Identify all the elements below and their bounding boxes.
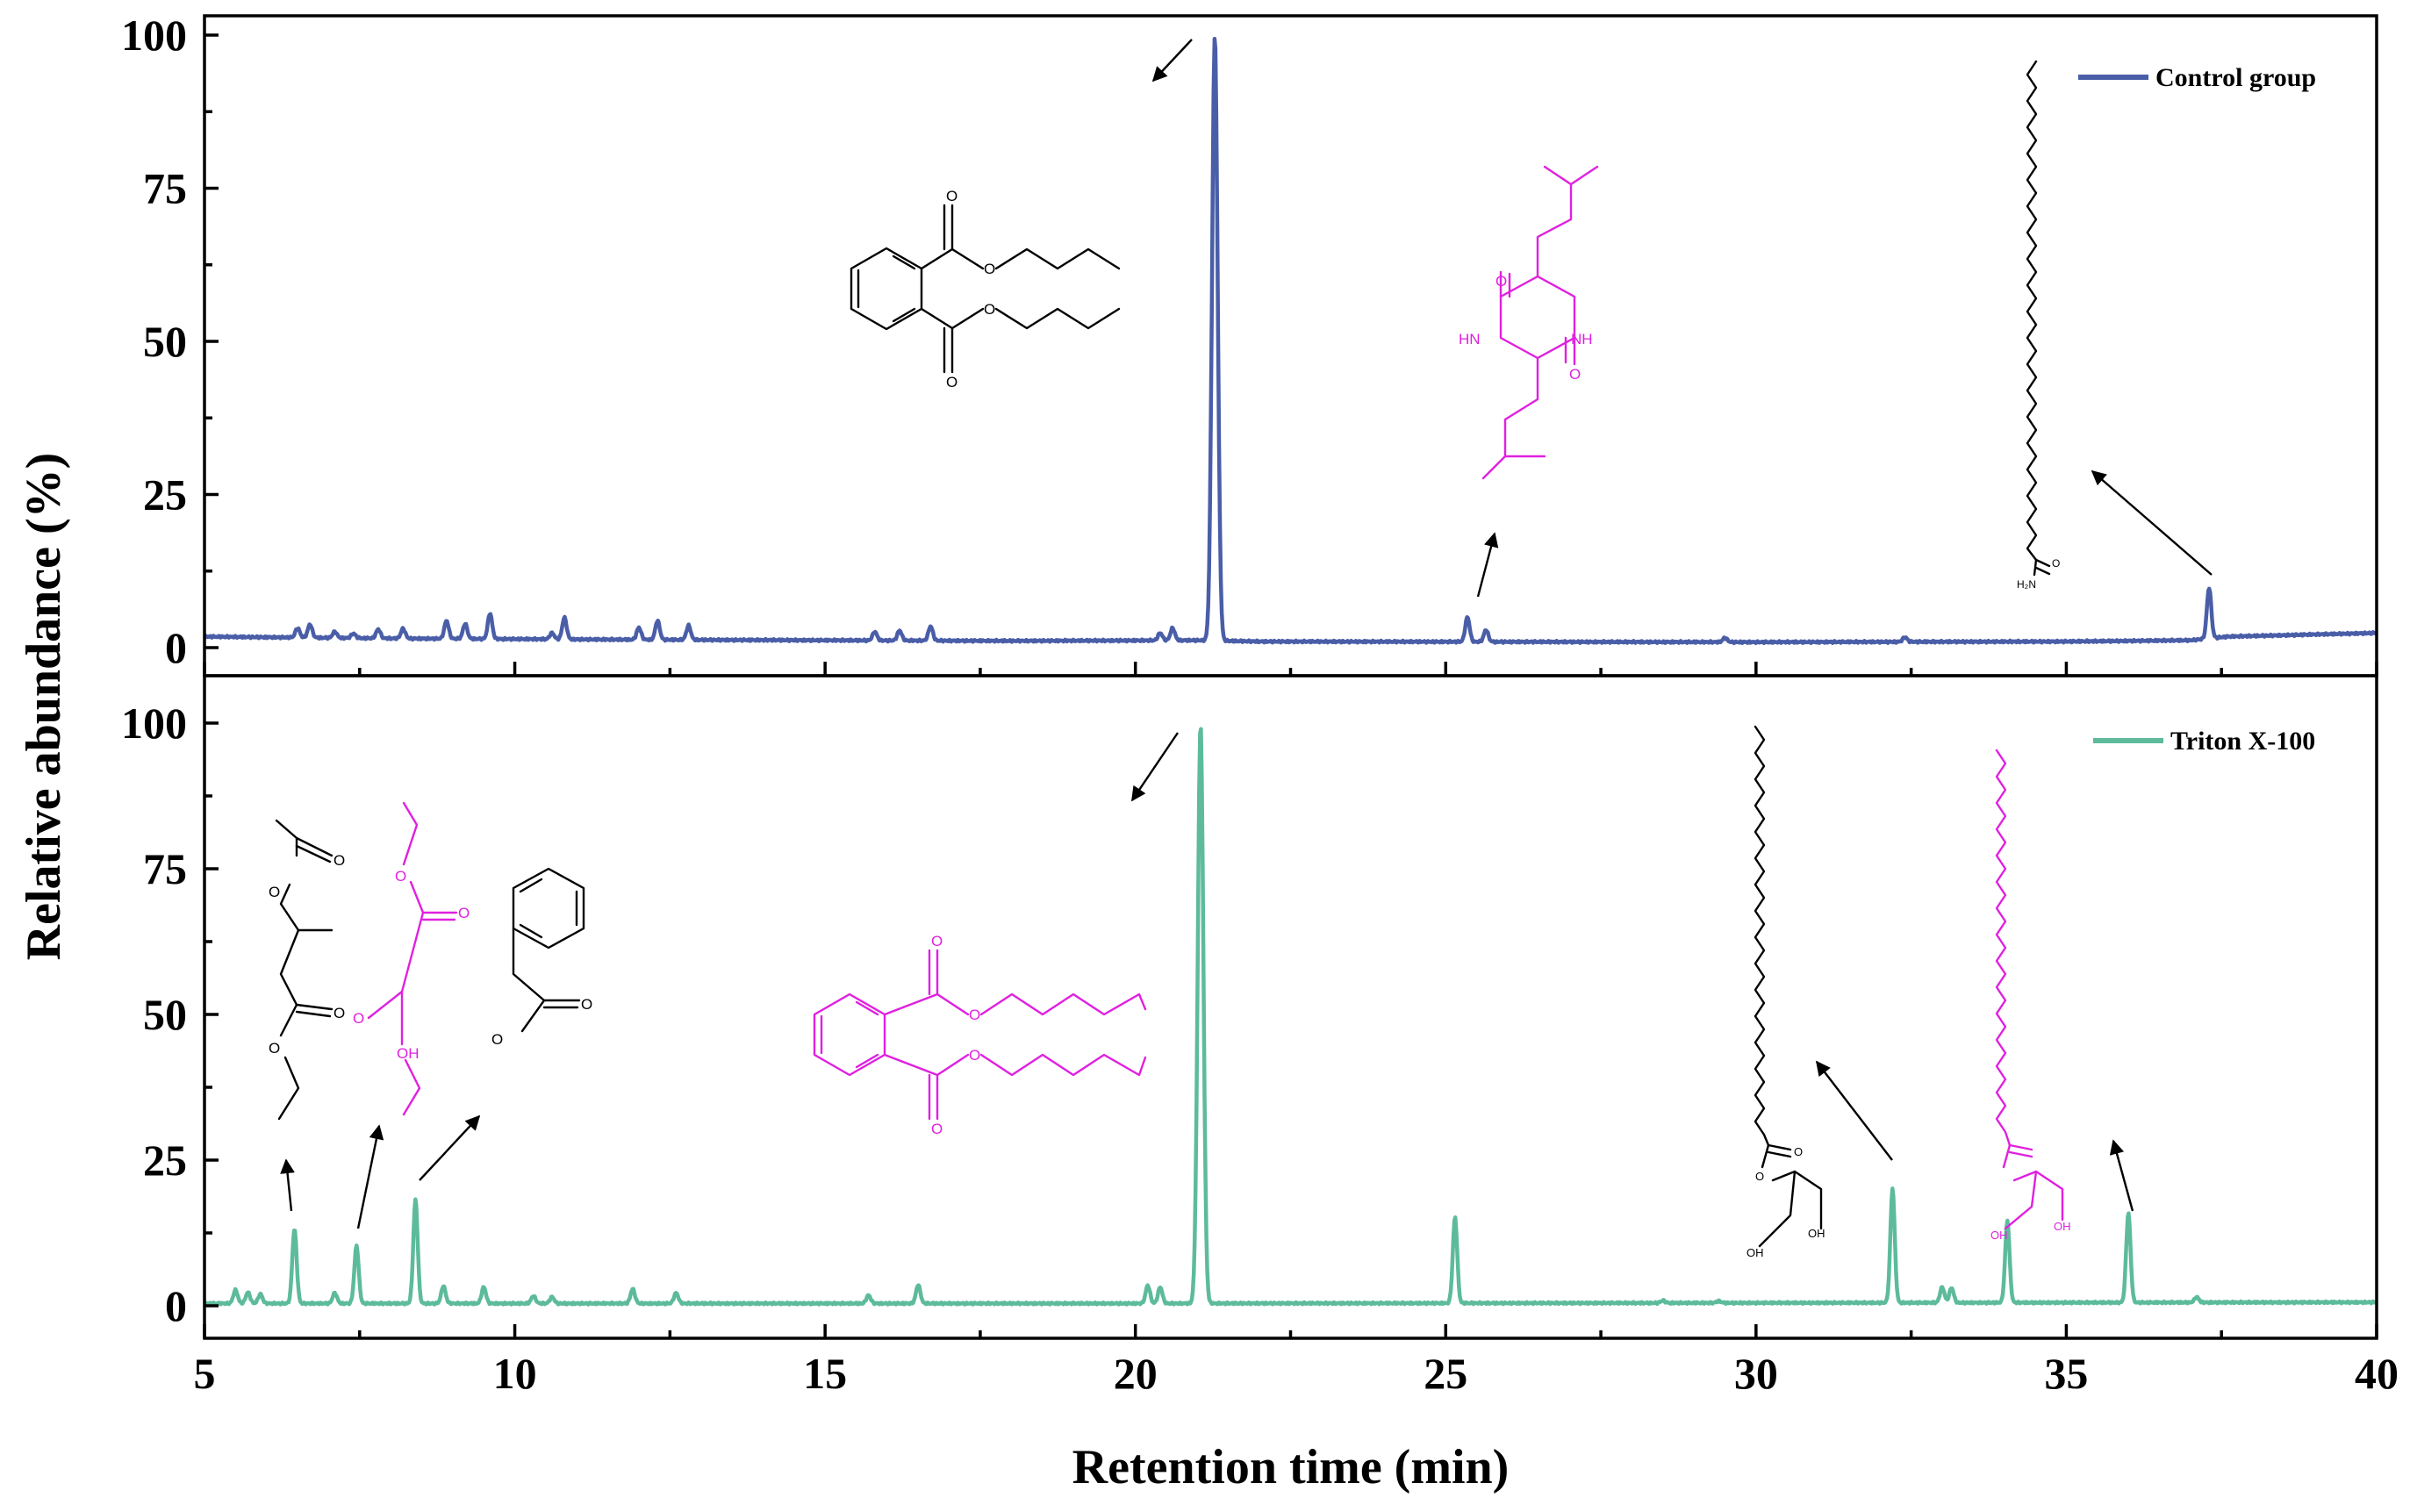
- atom-label: OH: [2054, 1220, 2071, 1233]
- diketopiperazine-structure: HN NH O O: [1459, 165, 1599, 480]
- atom-label: O: [984, 301, 995, 318]
- atom-label: O: [984, 261, 995, 277]
- x-axis-title: Retention time (min): [1072, 1440, 1510, 1494]
- atom-label: OH: [1746, 1246, 1764, 1259]
- monoglyceride-structure-2: OH OH: [1990, 749, 2071, 1242]
- x-tick-label: 30: [1734, 1349, 1778, 1398]
- x-tick-label: 40: [2355, 1349, 2399, 1398]
- atom-label: O: [931, 1121, 943, 1137]
- plot-frame: [203, 14, 2378, 677]
- atom-label: NH: [1571, 331, 1593, 348]
- atom-label: OH: [397, 1045, 420, 1062]
- y-tick-label: 0: [165, 623, 187, 672]
- atom-label: O: [334, 852, 345, 869]
- atom-label: O: [931, 933, 943, 949]
- atom-label: O: [353, 1010, 364, 1027]
- atom-label: H₂N: [2017, 578, 2036, 591]
- arrow: [1131, 732, 1179, 802]
- arrow: [356, 1124, 384, 1229]
- atom-label: O: [1495, 273, 1507, 290]
- x-tick-label: 15: [803, 1349, 847, 1398]
- y-tick-label: 100: [121, 699, 187, 748]
- axes: 0 25 50 75 100 0 25 50 75 100 5 10 15 20 25 30 35 40 Reten…: [17, 11, 2399, 1494]
- arrow: [419, 1114, 481, 1181]
- arrow: [280, 1158, 295, 1212]
- y-tick-label: 25: [143, 470, 187, 520]
- dibutyl-phthalate-structure: O O O O: [850, 188, 1121, 391]
- atom-label: O: [458, 905, 470, 921]
- legend-label: Control group: [2155, 63, 2316, 92]
- atom-label: O: [491, 1031, 503, 1048]
- arrow: [1815, 1060, 1893, 1161]
- atom-label: O: [946, 188, 957, 204]
- arrow: [1476, 532, 1499, 598]
- y-tick-label: 75: [143, 164, 187, 213]
- series-line: [203, 727, 2378, 1307]
- phenylacetic-acid-structure: O O: [491, 867, 592, 1048]
- structure-annotations: O O O O HN NH O O H₂N O: [269, 39, 2213, 1259]
- atom-label: O: [969, 1047, 980, 1064]
- atom-label: HN: [1459, 331, 1481, 348]
- atom-label: O: [1794, 1145, 1803, 1158]
- atom-label: O: [269, 1040, 280, 1057]
- y-tick-label: 25: [143, 1136, 187, 1185]
- y-axis-title: Relative abundance (%): [17, 453, 71, 961]
- series-line: [203, 36, 2378, 646]
- panel-triton-x-100: [203, 727, 2378, 1307]
- arrow: [1151, 39, 1193, 82]
- atom-label: O: [1755, 1170, 1764, 1183]
- oleamide-structure: H₂N O: [2017, 60, 2060, 591]
- x-tick-label: 20: [1114, 1349, 1158, 1398]
- plot-frame: [203, 674, 2378, 1340]
- diethyl-succinate-structure: O O O OH: [353, 801, 470, 1116]
- x-tick-label: 35: [2044, 1349, 2088, 1398]
- x-tick-label: 25: [1424, 1349, 1467, 1398]
- y-tick-label: 100: [121, 11, 187, 60]
- atom-label: O: [581, 996, 592, 1013]
- panel-control-group: [203, 36, 2378, 646]
- legend: Control group Triton X-100: [2078, 63, 2316, 756]
- x-tick-label: 10: [493, 1349, 537, 1398]
- atom-label: OH: [1990, 1229, 2008, 1242]
- dibutyl-phthalate-structure-2: O O O O: [813, 933, 1147, 1137]
- y-tick-label: 50: [143, 317, 187, 366]
- x-tick-label: 5: [194, 1349, 216, 1398]
- ester-structure-1: O O O O: [269, 819, 345, 1121]
- legend-label: Triton X-100: [2170, 727, 2315, 756]
- arrow: [2109, 1139, 2134, 1212]
- atom-label: OH: [1808, 1227, 1825, 1240]
- atom-label: O: [395, 868, 406, 885]
- atom-label: O: [946, 374, 957, 391]
- arrow: [2091, 469, 2213, 576]
- y-tick-label: 0: [165, 1281, 187, 1330]
- monoglyceride-structure-1: OH OH O O: [1746, 725, 1825, 1259]
- atom-label: O: [969, 1007, 980, 1023]
- y-tick-label: 75: [143, 844, 187, 893]
- atom-label: O: [269, 884, 280, 900]
- atom-label: O: [1569, 366, 1581, 383]
- atom-label: O: [334, 1005, 345, 1021]
- atom-label: O: [2052, 557, 2060, 570]
- y-tick-label: 50: [143, 990, 187, 1039]
